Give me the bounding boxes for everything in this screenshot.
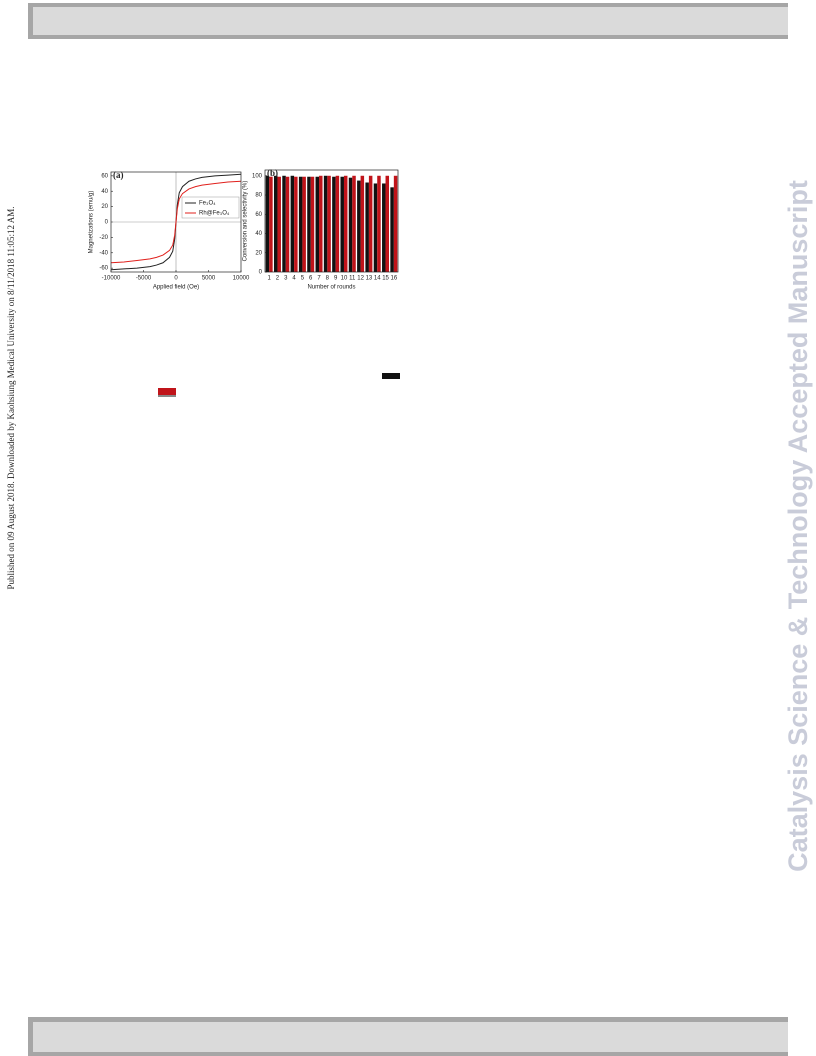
x-tick-label: 11 (349, 276, 356, 282)
x-tick-label: 15 (382, 276, 389, 282)
published-note: Published on 09 August 2018. Downloaded … (6, 206, 16, 589)
y-tick-label: 60 (255, 212, 262, 218)
series-line (110, 180, 242, 264)
plot-frame (264, 169, 399, 273)
y-tick-label: 40 (101, 189, 108, 195)
bar (298, 176, 303, 272)
bar (377, 175, 381, 272)
y-tick-label: 60 (101, 173, 108, 179)
panel-label: (b) (267, 168, 278, 178)
bar (357, 180, 361, 272)
symbol-red (158, 388, 176, 395)
bar (365, 182, 369, 272)
legend-label: Fe₃O₄ (199, 201, 216, 207)
x-tick-label: -10000 (102, 276, 121, 282)
bar (277, 176, 281, 272)
x-tick-label: 0 (174, 276, 178, 282)
y-tick-label: 20 (101, 204, 108, 210)
legend-box (181, 196, 240, 219)
bar (310, 176, 315, 272)
bar (307, 176, 311, 272)
plot-frame (110, 171, 242, 273)
bar (285, 176, 290, 272)
bar (390, 187, 394, 272)
x-tick-label: 2 (276, 276, 280, 282)
x-tick-label: 7 (317, 276, 321, 282)
y-tick-label: 40 (255, 231, 262, 237)
y-axis-label: Conversion and selectivity (%) (243, 181, 249, 262)
symbol-black (382, 373, 400, 379)
x-tick-label: 14 (374, 276, 381, 282)
legend-label: Rh@Fe₃O₄ (199, 211, 230, 217)
y-axis-label: Magnetizations (emu/g) (89, 191, 95, 254)
bar (323, 175, 328, 272)
bar (352, 175, 356, 272)
bar (340, 176, 344, 272)
y-tick-label: 80 (255, 193, 262, 199)
bar (327, 175, 331, 272)
panel-label: (a) (113, 170, 124, 180)
x-tick-label: 8 (326, 276, 330, 282)
x-tick-label: 5 (301, 276, 305, 282)
bar (368, 175, 373, 272)
bar (348, 177, 353, 272)
bar (385, 175, 390, 272)
bar (332, 176, 336, 272)
bar (335, 175, 340, 272)
bar (282, 175, 286, 272)
x-tick-label: 9 (334, 276, 338, 282)
y-tick-label: -40 (99, 250, 108, 256)
bar (273, 175, 278, 272)
bar (294, 176, 298, 272)
x-tick-label: 10000 (233, 276, 250, 282)
x-tick-label: 16 (391, 276, 398, 282)
x-tick-label: 6 (309, 276, 313, 282)
bar (393, 175, 398, 272)
bar (265, 175, 270, 272)
header-inner (33, 7, 788, 35)
y-tick-label: -20 (99, 235, 108, 241)
y-tick-label: 100 (252, 173, 263, 179)
x-tick-label: 5000 (202, 276, 216, 282)
x-tick-label: -5000 (136, 276, 152, 282)
watermark: Catalysis Science & Technology Accepted … (783, 180, 813, 872)
y-tick-label: 20 (255, 250, 262, 256)
bar (373, 183, 378, 272)
y-tick-label: 0 (259, 270, 263, 276)
footer-inner (33, 1022, 788, 1052)
bar (269, 176, 273, 272)
bar (360, 175, 365, 272)
bar (290, 175, 295, 272)
y-tick-label: -60 (99, 266, 108, 272)
bar (315, 176, 320, 272)
bar (319, 175, 323, 272)
x-tick-label: 12 (357, 276, 364, 282)
x-axis-label: Number of rounds (307, 285, 355, 291)
bar (302, 176, 306, 272)
x-axis-label: Applied field (Oe) (153, 285, 199, 291)
bar (343, 175, 348, 272)
x-tick-label: 3 (284, 276, 288, 282)
bar (382, 183, 386, 272)
y-tick-label: 0 (105, 220, 109, 226)
x-tick-label: 10 (341, 276, 348, 282)
x-tick-label: 4 (292, 276, 296, 282)
x-tick-label: 13 (366, 276, 373, 282)
x-tick-label: 1 (267, 276, 271, 282)
